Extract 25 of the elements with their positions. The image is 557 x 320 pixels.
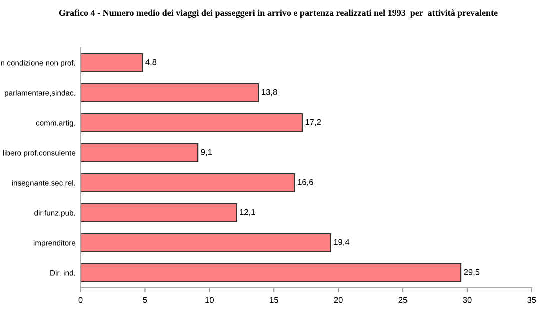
x-tick-label: 0 — [78, 297, 83, 304]
bar — [80, 203, 238, 223]
x-tick-label: 35 — [528, 297, 536, 304]
x-tick-label: 5 — [143, 297, 148, 304]
data-label: 19,4 — [334, 239, 350, 246]
bar — [80, 143, 199, 163]
bar — [80, 233, 332, 253]
data-label: 13,8 — [262, 89, 278, 96]
bar — [80, 173, 296, 193]
bar — [80, 113, 304, 133]
data-label: 9,1 — [201, 149, 212, 156]
data-label: 29,5 — [464, 269, 480, 276]
x-tick-label: 15 — [270, 297, 278, 304]
data-label: 4,8 — [146, 59, 157, 66]
chart-title: Grafico 4 - Numero medio dei viaggi dei passeggeri in arrivo e partenza realizzati nel 1993 per attività prevalente — [59, 10, 498, 18]
x-tick-label: 20 — [334, 297, 343, 304]
bar — [80, 53, 144, 73]
data-label: 16,6 — [298, 179, 314, 186]
bar — [80, 83, 260, 103]
data-label: 12,1 — [240, 209, 256, 216]
x-tick-label: 25 — [398, 297, 408, 304]
x-tick-label: 10 — [206, 297, 214, 304]
x-tick-label: 30 — [463, 297, 472, 304]
bar — [80, 263, 462, 283]
data-label: 17,2 — [306, 119, 322, 126]
